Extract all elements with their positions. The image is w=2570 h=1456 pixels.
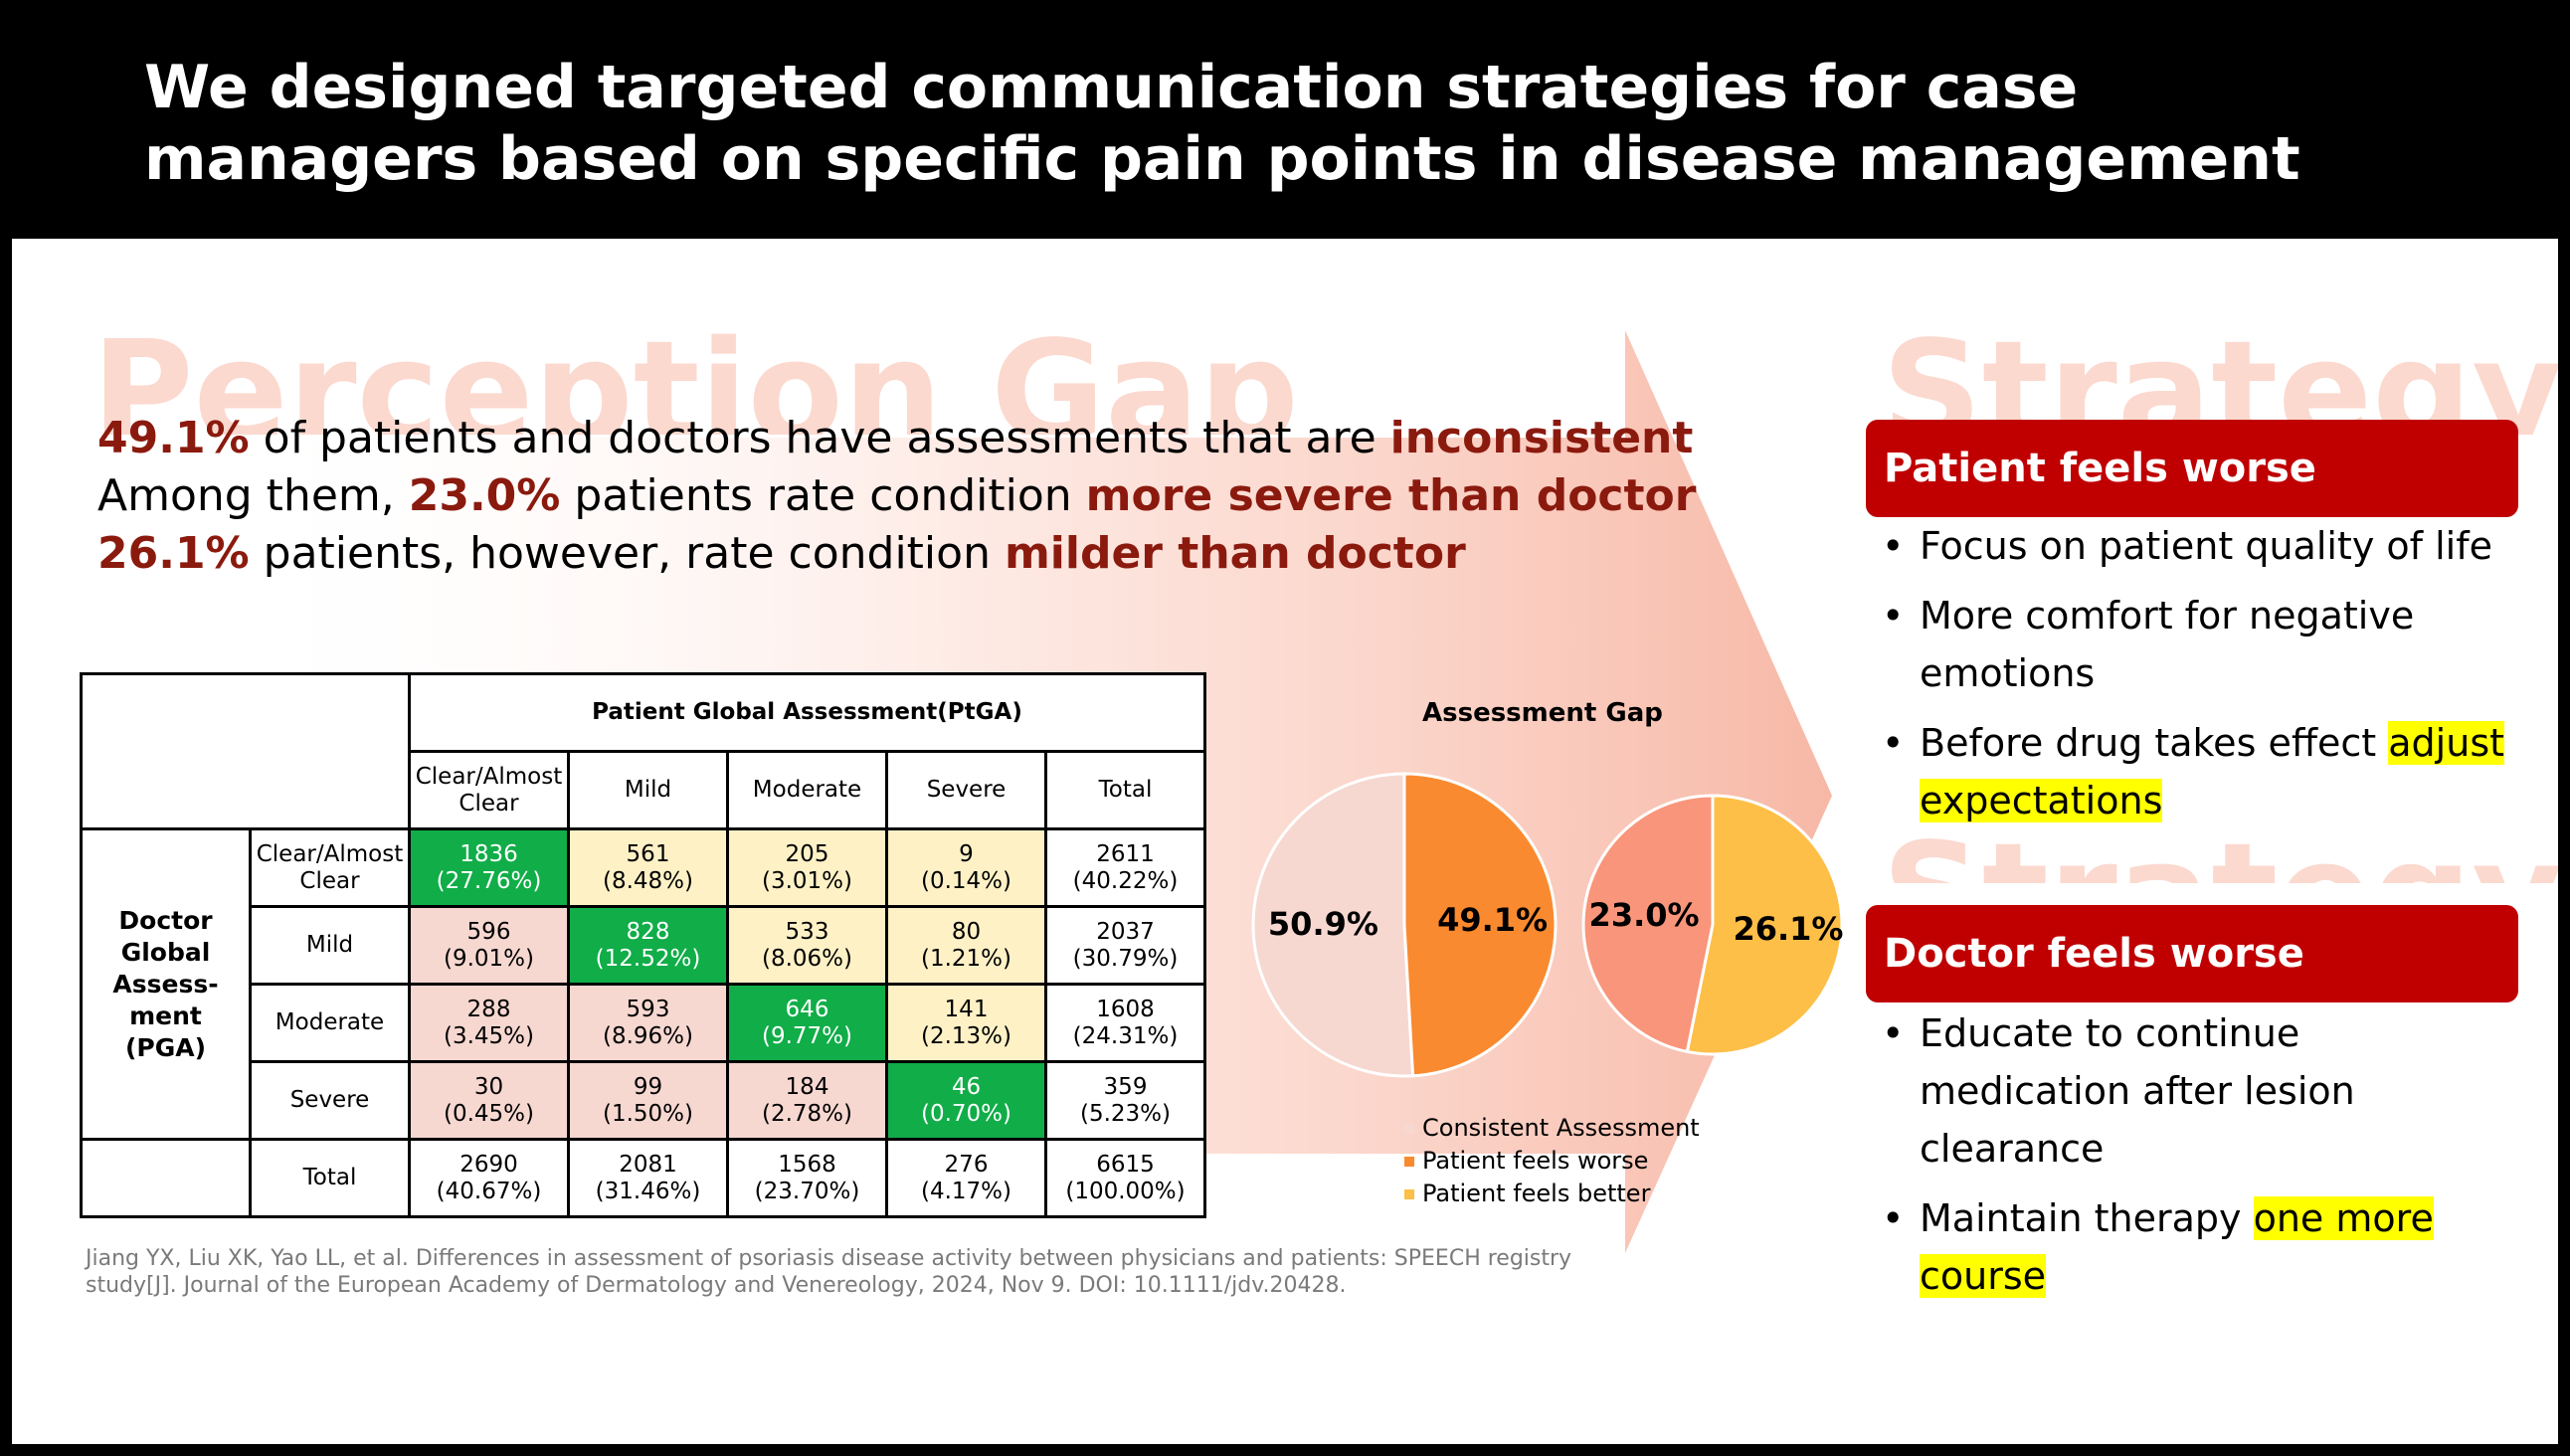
- table-corner: [80, 672, 411, 830]
- slide-title: We designed targeted communication strat…: [144, 53, 2300, 194]
- table-cell: 99 (1.50%): [567, 1060, 729, 1141]
- table-cell: 46 (0.70%): [885, 1060, 1047, 1141]
- column-header: Moderate: [726, 750, 888, 830]
- legend-label: Patient feels better: [1422, 1180, 1651, 1207]
- table-cell: 359 (5.23%): [1044, 1060, 1206, 1141]
- stat-value: 23.0%: [408, 470, 561, 521]
- stat-line-3: 26.1% patients, however, rate condition …: [97, 525, 1696, 583]
- stat-value: 26.1%: [97, 528, 250, 579]
- table-cell: 593 (8.96%): [567, 983, 729, 1063]
- legend-swatch: [1404, 1188, 1414, 1199]
- stat-text: patients rate condition: [560, 470, 1086, 521]
- stat-value: 49.1%: [97, 413, 250, 463]
- stat-text: patients, however, rate condition: [249, 528, 1005, 579]
- table-cell: 141 (2.13%): [885, 983, 1047, 1063]
- watermark-strategy-1: Strategy: [1882, 323, 2558, 435]
- legend-item: Patient feels better: [1404, 1178, 1700, 1210]
- table-cell: 646 (9.77%): [726, 983, 888, 1063]
- table-cell: 80 (1.21%): [885, 905, 1047, 986]
- strategy-bullet: More comfort for negative emotions: [1882, 587, 2518, 702]
- table-cell: 596 (9.01%): [408, 905, 570, 986]
- strategy-bullet: Focus on patient quality of life: [1882, 517, 2518, 575]
- strategy-list-patient-worse: Focus on patient quality of life More co…: [1882, 517, 2518, 841]
- table-cell: 6615 (100.00%): [1044, 1138, 1206, 1218]
- table-cell: 533 (8.06%): [726, 905, 888, 986]
- pie-label-consistent: 50.9%: [1267, 905, 1378, 944]
- pie-chart-title: Assessment Gap: [1422, 698, 1663, 728]
- legend-swatch: [1404, 1156, 1414, 1167]
- column-header: Mild: [567, 750, 729, 830]
- strategy-bullet: Educate to continue medication after les…: [1882, 1004, 2518, 1178]
- stat-line-1: 49.1% of patients and doctors have asses…: [97, 410, 1696, 467]
- row-header: Total: [249, 1138, 411, 1218]
- assessment-table: Patient Global Assessment(PtGA) Clear/Al…: [80, 672, 1206, 1218]
- pie-legend: Consistent Assessment Patient feels wors…: [1404, 1112, 1700, 1210]
- key-statistics: 49.1% of patients and doctors have asses…: [97, 410, 1696, 583]
- panel-heading-patient-worse: Patient feels worse: [1866, 420, 2518, 517]
- pie-slice-better: [1685, 794, 1844, 1056]
- pie-label-worse: 23.0%: [1588, 895, 1700, 934]
- pie-slice-worse: [1581, 794, 1715, 1054]
- table-cell: 9 (0.14%): [885, 827, 1047, 908]
- legend-item: Consistent Assessment: [1404, 1112, 1700, 1145]
- pie-label-better: 26.1%: [1733, 910, 1844, 949]
- legend-swatch: [1404, 1123, 1414, 1134]
- legend-item: Patient feels worse: [1404, 1145, 1700, 1178]
- table-cell: 2611 (40.22%): [1044, 827, 1206, 908]
- stat-emphasis: milder than doctor: [1004, 528, 1466, 579]
- table-blank: [80, 1138, 252, 1218]
- pie-slice-consistent: [1251, 772, 1415, 1078]
- table-cell: 1836 (27.76%): [408, 827, 570, 908]
- table-cell: 288 (3.45%): [408, 983, 570, 1063]
- pie-charts: 50.9% 49.1% 23.0% 26.1%: [1245, 756, 1862, 1094]
- column-header: Total: [1044, 750, 1206, 830]
- table-cell: 561 (8.48%): [567, 827, 729, 908]
- legend-label: Consistent Assessment: [1422, 1114, 1700, 1142]
- pie-label-inconsistent: 49.1%: [1437, 900, 1549, 939]
- column-header: Severe: [885, 750, 1047, 830]
- stat-text: Among them,: [97, 470, 409, 521]
- table-cell: 2690 (40.67%): [408, 1138, 570, 1218]
- table-cell: 828 (12.52%): [567, 905, 729, 986]
- stat-emphasis: inconsistent: [1389, 413, 1694, 463]
- table-cell: 1608 (24.31%): [1044, 983, 1206, 1063]
- watermark-strategy-2: Strategy: [1882, 825, 2558, 883]
- column-group-header: Patient Global Assessment(PtGA): [408, 672, 1206, 753]
- pie-svg: [1251, 772, 1844, 1078]
- row-group-header: Doctor Global Assess-ment (PGA): [80, 827, 252, 1141]
- table-cell: 2037 (30.79%): [1044, 905, 1206, 986]
- stat-text: of patients and doctors have assessments…: [249, 413, 1390, 463]
- table-cell: 276 (4.17%): [885, 1138, 1047, 1218]
- pie-slice-inconsistent: [1402, 772, 1558, 1078]
- table-cell: 205 (3.01%): [726, 827, 888, 908]
- row-header: Severe: [249, 1060, 411, 1141]
- table-cell: 184 (2.78%): [726, 1060, 888, 1141]
- stat-emphasis: more severe than doctor: [1085, 470, 1697, 521]
- watermark-perception-gap: Perception Gap: [92, 323, 1299, 435]
- citation: Jiang YX, Liu XK, Yao LL, et al. Differe…: [86, 1246, 1572, 1298]
- strategy-list-doctor-worse: Educate to continue medication after les…: [1882, 1004, 2518, 1317]
- row-header: Clear/Almost Clear: [249, 827, 411, 908]
- stat-line-2: Among them, 23.0% patients rate conditio…: [97, 467, 1696, 525]
- table-cell: 2081 (31.46%): [567, 1138, 729, 1218]
- strategy-bullet: Before drug takes effect adjust expectat…: [1882, 714, 2518, 829]
- row-header: Mild: [249, 905, 411, 986]
- table-cell: 1568 (23.70%): [726, 1138, 888, 1218]
- title-bar: We designed targeted communication strat…: [0, 0, 2570, 239]
- row-header: Moderate: [249, 983, 411, 1063]
- legend-label: Patient feels worse: [1422, 1147, 1649, 1175]
- panel-heading-doctor-worse: Doctor feels worse: [1866, 905, 2518, 1002]
- table-cell: 30 (0.45%): [408, 1060, 570, 1141]
- strategy-bullet: Maintain therapy one more course: [1882, 1189, 2518, 1305]
- column-header: Clear/Almost Clear: [408, 750, 570, 830]
- slide-body: Perception Gap Strategy Strategy 49.1% o…: [12, 239, 2558, 1444]
